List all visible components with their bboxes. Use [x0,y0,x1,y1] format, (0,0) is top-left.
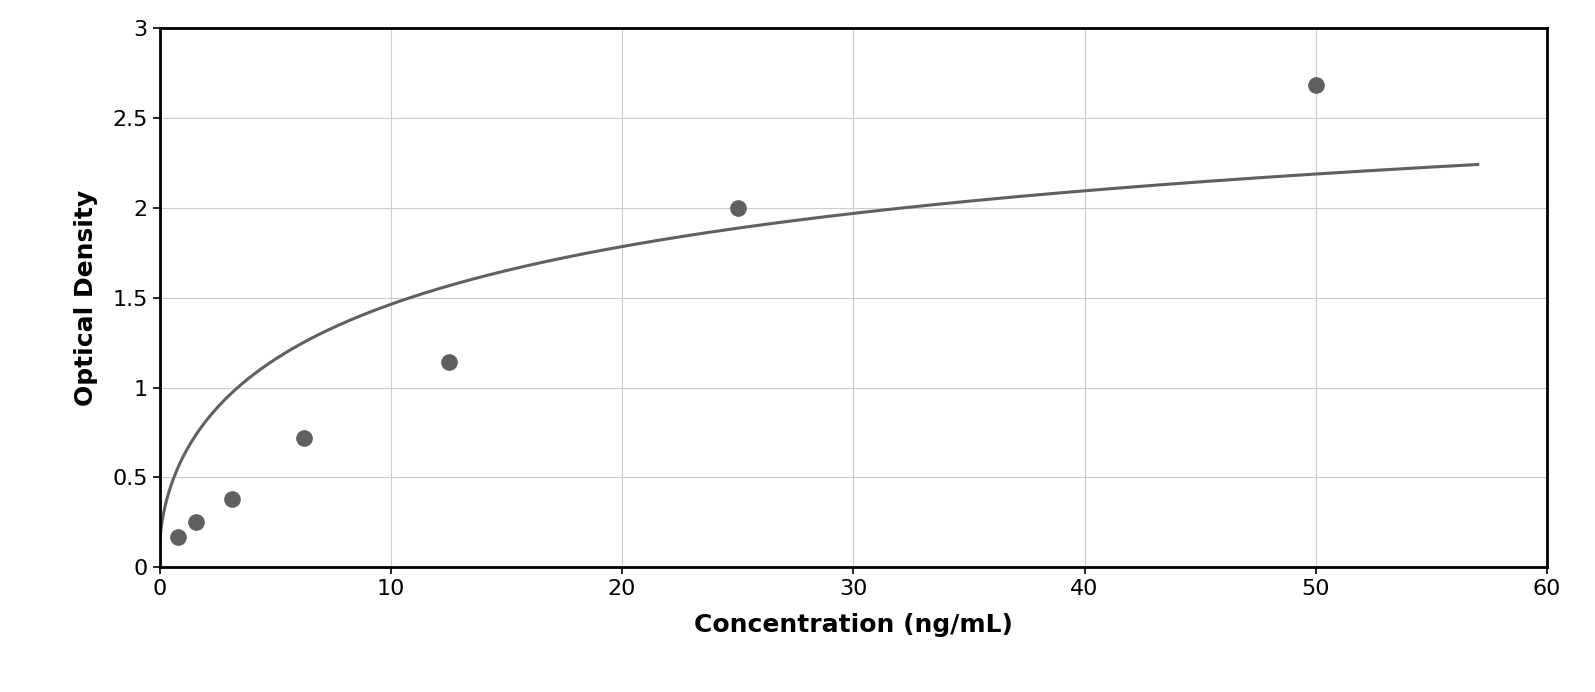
X-axis label: Concentration (ng/mL): Concentration (ng/mL) [694,613,1013,637]
Point [1303,80,1329,91]
Y-axis label: Optical Density: Optical Density [75,190,99,406]
Point [435,357,461,368]
Point [219,493,244,504]
Point [724,202,751,213]
Point [164,531,190,543]
Point [292,432,317,444]
Point [183,517,209,528]
